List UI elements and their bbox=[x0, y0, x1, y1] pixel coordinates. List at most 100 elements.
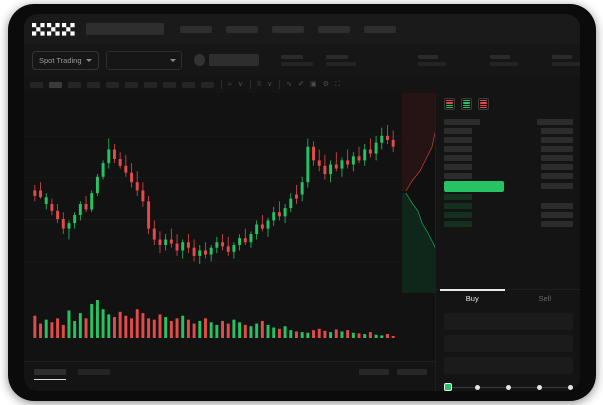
orderbook-mode-both-icon[interactable] bbox=[444, 98, 455, 110]
toolbar-divider bbox=[249, 80, 251, 89]
timeframe-1[interactable] bbox=[30, 81, 43, 88]
slider-handle[interactable] bbox=[444, 383, 452, 391]
bottom-action-group bbox=[359, 369, 427, 375]
chevron-down-icon bbox=[85, 58, 92, 62]
indicators-icon[interactable]: ≈ bbox=[228, 81, 232, 88]
ticker-bar: Spot Trading bbox=[24, 44, 580, 76]
ticker-stat-5 bbox=[552, 54, 580, 66]
toolbar-divider bbox=[221, 80, 222, 89]
orderbook-current-price bbox=[444, 180, 573, 192]
orderbook-body[interactable] bbox=[436, 114, 580, 289]
chevron-down-icon[interactable]: ∨ bbox=[237, 81, 243, 88]
chevron-down-icon bbox=[170, 58, 177, 62]
candlestick-chart[interactable] bbox=[24, 93, 402, 361]
bottom-tab-open-orders[interactable] bbox=[34, 369, 66, 381]
pair-select[interactable] bbox=[105, 50, 183, 70]
chevron-down-icon[interactable]: ∨ bbox=[267, 81, 273, 88]
stat-value bbox=[281, 61, 313, 66]
price-field[interactable] bbox=[444, 313, 573, 330]
amount-percent-slider[interactable] bbox=[444, 382, 573, 391]
stat-label bbox=[552, 54, 572, 59]
orderbook-mode-bids-icon[interactable] bbox=[461, 98, 472, 110]
slider-stop-50[interactable] bbox=[506, 384, 511, 390]
chart-toolbar: ≈ ∨ ⌷ ∨ ∿ ✐ ▣ ⚙ ⛶ bbox=[24, 76, 580, 94]
nav-item-group bbox=[180, 25, 396, 33]
trading-mode-select[interactable]: Spot Trading bbox=[32, 50, 99, 70]
global-search-input[interactable] bbox=[86, 23, 164, 35]
stat-label bbox=[326, 54, 348, 59]
stat-label bbox=[490, 54, 510, 59]
main-content: Buy Sell bbox=[24, 93, 580, 391]
slider-stop-25[interactable] bbox=[475, 384, 480, 390]
timeframe-7[interactable] bbox=[144, 81, 157, 88]
orderbook-mode-asks-icon[interactable] bbox=[478, 98, 489, 110]
orderbook-header bbox=[444, 117, 573, 126]
bottom-tab-order-history[interactable] bbox=[78, 369, 110, 375]
pair-name-label bbox=[208, 54, 259, 66]
orderbook-trade-panel: Buy Sell bbox=[435, 93, 580, 391]
timeframe-4[interactable] bbox=[87, 81, 100, 88]
timeframe-6[interactable] bbox=[125, 81, 138, 88]
stat-value bbox=[490, 61, 518, 66]
nav-item-5[interactable] bbox=[364, 25, 396, 33]
stat-value bbox=[326, 61, 356, 66]
orderbook-ask-row[interactable] bbox=[444, 153, 573, 162]
orderbook-bid-row[interactable] bbox=[444, 201, 573, 210]
orderbook-ask-row[interactable] bbox=[444, 126, 573, 135]
tab-sell[interactable]: Sell bbox=[538, 294, 551, 303]
timeframe-9[interactable] bbox=[182, 81, 195, 88]
orderbook-ask-row[interactable] bbox=[444, 135, 573, 144]
current-price-pill bbox=[444, 180, 504, 192]
tab-buy[interactable]: Buy bbox=[436, 289, 509, 308]
price-chart-container[interactable] bbox=[24, 93, 402, 361]
top-navigation-bar bbox=[24, 14, 580, 44]
toolbar-divider bbox=[279, 80, 281, 89]
okx-logo[interactable] bbox=[32, 22, 76, 36]
ticker-stat-3 bbox=[418, 54, 446, 66]
nav-item-3[interactable] bbox=[272, 25, 304, 33]
line-tool-icon[interactable]: ∿ bbox=[286, 81, 293, 88]
bottom-action-2[interactable] bbox=[397, 369, 427, 375]
timeframe-8[interactable] bbox=[163, 81, 176, 88]
chart-type-icon[interactable]: ⌷ bbox=[256, 81, 262, 88]
ticker-stat-1 bbox=[281, 54, 313, 66]
bottom-panels bbox=[24, 389, 435, 391]
nav-item-4[interactable] bbox=[318, 25, 350, 33]
slider-stop-100[interactable] bbox=[568, 384, 573, 390]
pair-avatar bbox=[194, 54, 205, 66]
app-screen: Spot Trading bbox=[24, 14, 580, 391]
stat-label bbox=[281, 54, 303, 59]
total-field[interactable] bbox=[444, 357, 573, 374]
orderbook-ask-row[interactable] bbox=[444, 144, 573, 153]
bottom-tab-bar bbox=[24, 361, 435, 391]
pencil-icon[interactable]: ✐ bbox=[298, 81, 305, 88]
timeframe-10[interactable] bbox=[201, 81, 214, 88]
ticker-stat-2 bbox=[326, 54, 356, 66]
stat-value bbox=[552, 61, 580, 66]
orderbook-col-amount bbox=[537, 118, 573, 125]
orderbook-ask-row[interactable] bbox=[444, 162, 573, 171]
timeframe-2[interactable] bbox=[49, 81, 62, 88]
settings-icon[interactable]: ⚙ bbox=[322, 81, 329, 88]
nav-item-2[interactable] bbox=[226, 25, 258, 33]
fullscreen-icon[interactable]: ⛶ bbox=[334, 81, 340, 88]
timeframe-3[interactable] bbox=[68, 81, 81, 88]
ticker-stat-4 bbox=[490, 54, 518, 66]
orderbook-bid-row[interactable] bbox=[444, 219, 573, 228]
stat-value bbox=[418, 61, 446, 66]
trading-mode-label: Spot Trading bbox=[39, 55, 82, 65]
orderbook-bid-row[interactable] bbox=[444, 210, 573, 219]
orderbook-ask-row[interactable] bbox=[444, 171, 573, 180]
nav-item-1[interactable] bbox=[180, 25, 212, 33]
device-frame: Spot Trading bbox=[8, 4, 596, 401]
timeframe-5[interactable] bbox=[106, 81, 119, 88]
bottom-action-1[interactable] bbox=[359, 369, 389, 375]
amount-field[interactable] bbox=[444, 335, 573, 352]
trade-side-tabs: Buy Sell bbox=[436, 289, 580, 308]
orderbook-col-price bbox=[444, 118, 480, 125]
orderbook-bid-row[interactable] bbox=[444, 192, 573, 201]
stat-label bbox=[418, 54, 438, 59]
camera-icon[interactable]: ▣ bbox=[310, 81, 317, 88]
slider-stop-75[interactable] bbox=[537, 384, 542, 390]
orderbook-mode-group bbox=[436, 93, 580, 114]
